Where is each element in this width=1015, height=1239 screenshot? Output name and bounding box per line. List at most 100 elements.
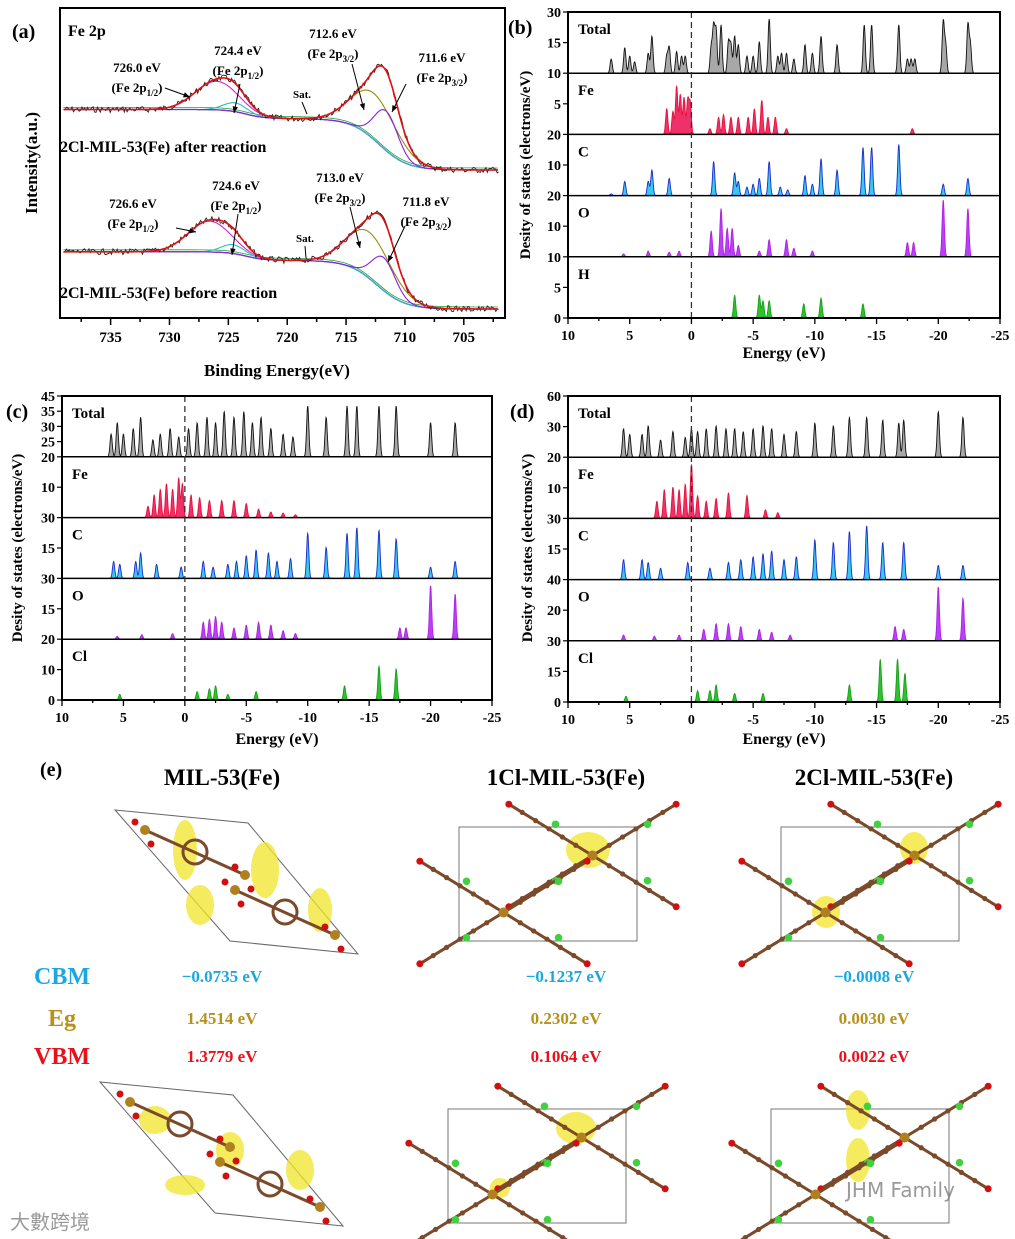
y-tick-label: 20 [41,633,55,648]
oxygen-atom [984,1082,992,1090]
carbon-atom [972,1091,978,1098]
charge-density-isosurface [186,885,214,925]
x-tick-label: -20 [929,329,948,344]
carbon-atom [779,936,785,942]
linker-bond [491,1193,568,1239]
carbon-atom [845,1100,851,1106]
structure-title-mil53: MIL-53(Fe) [164,765,280,790]
carbon-atom [595,1124,601,1130]
panel-label-a: (a) [12,21,35,43]
iron-atom [315,1202,325,1212]
x-tick-label: -25 [991,713,1010,728]
carbon-atom [633,879,639,885]
carbon-atom [955,826,961,832]
carbon-atom [958,1169,964,1175]
linker-bond [144,828,246,877]
peak-energy-label: 726.0 eV [113,60,161,75]
dos-b-ylabel: Desity of states (electrons/eV) [518,71,534,259]
annotation-arrow [231,213,239,256]
oxygen-atom [661,1082,669,1090]
band-value: 0.1064 eV [531,1047,603,1066]
plot-frame [59,7,506,319]
x-tick-label: -10 [298,711,317,726]
carbon-atom [769,1218,775,1224]
carbon-atom [419,1148,425,1155]
subplot-label: C [72,528,83,544]
dos-curve-o [598,199,976,258]
oxygen-atom [416,857,424,865]
carbon-atom [484,899,490,905]
carbon-atom [559,834,565,840]
carbon-atom [633,826,639,832]
satellite-label: Sat. [296,233,314,245]
carbon-atom [533,1165,539,1171]
chlorine-atom [955,1102,964,1111]
carbon-atom [457,883,463,889]
oxygen-atom [817,1082,825,1090]
oxygen-atom [221,878,229,886]
oxygen-atom [147,840,155,848]
satellite-label: Sat. [293,89,311,101]
oxygen-atom [494,1082,502,1090]
carbon-atom [895,842,901,848]
oxygen-atom [237,900,245,908]
y-tick-label: 20 [547,128,561,143]
subplot-label: C [578,144,589,160]
carbon-atom [571,866,577,873]
subplot-label: Fe [578,467,594,483]
carbon-atom [868,826,874,832]
x-tick-label: -5 [747,713,759,728]
oxygen-atom [232,1157,240,1165]
peak-energy-label: 724.6 eV [212,178,260,193]
carbon-atom [649,1091,655,1098]
carbon-atom [506,1181,512,1187]
dos-curve-o [92,585,468,640]
carbon-atom [622,1108,628,1114]
peak-energy-label: 726.6 eV [109,196,157,211]
x-tick-label: -15 [867,713,886,728]
structure-2cl-cbm [738,800,1002,968]
annotation-arrow [349,206,361,249]
x-tick-label: 705 [453,330,476,346]
y-tick-label: 10 [547,482,561,497]
chlorine-atom [876,877,885,886]
chlorine-atom [451,1215,460,1224]
carbon-atom [457,936,463,942]
carbon-atom [573,842,579,848]
iron-atom [909,850,920,861]
carbon-atom [792,928,798,934]
unit-cell-box [98,1081,345,1227]
dos-d-ylabel: Desity of states (electrons/eV) [520,454,536,642]
chlorine-atom [462,877,471,886]
oxygen-atom [247,885,255,893]
structure-title-2cl: 2Cl-MIL-53(Fe) [795,765,953,790]
x-tick-label: 0 [181,711,188,726]
carbon-atom [942,871,948,877]
y-tick-label: 30 [547,6,561,21]
y-tick-label: 15 [41,603,55,618]
y-tick-label: 5 [554,281,561,296]
benzene-ring [181,838,209,866]
structure-mil53-cbm [113,809,360,955]
iron-atom [230,885,240,895]
y-tick-label: 15 [41,542,55,557]
carbon-atom [766,875,772,881]
carbon-atom [806,920,812,926]
y-tick-label: 20 [41,451,55,466]
iron-atom [487,1189,498,1200]
oxygen-atom [131,818,139,826]
band-table: CBM −0.0735 eV −0.1237 eV −0.0008 eV Eg 1.451… [34,964,915,1070]
structure-2cl-vbm [728,1082,992,1239]
carbon-atom [968,887,974,893]
carbon-atom [544,883,550,889]
oxygen-atom [116,1090,124,1098]
carbon-atom [858,1108,864,1114]
y-tick-label: 10 [547,220,561,235]
peak-energy-label: 711.6 eV [419,50,467,65]
carbon-atom [470,891,476,897]
panel-label-e: (e) [40,759,62,781]
y-tick-label: 10 [547,251,561,266]
y-tick-label: 20 [547,190,561,205]
subplot-label: Cl [578,651,593,667]
